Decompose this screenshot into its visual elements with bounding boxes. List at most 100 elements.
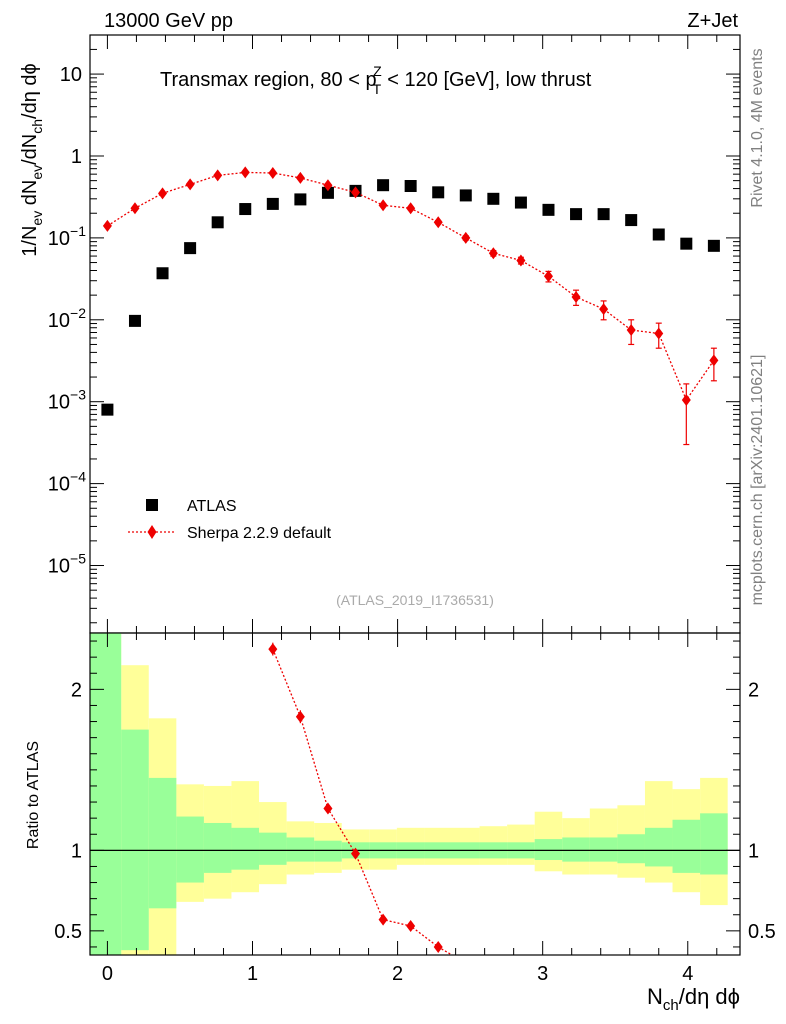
atlas-data-point [128,314,141,327]
x-axis-label: Nch/dη dϕ [647,984,740,1014]
legend-marker-atlas [146,499,158,511]
title-pt-sub: T [373,81,382,97]
stat-band-bin [562,837,590,862]
main-plot-frame [89,34,741,634]
sherpa-data-point [185,178,195,191]
main-panel: 10 1 10−1 10−2 10−3 10−4 10−5 Transmax region,… [19,34,741,634]
sherpa-data-point [213,169,223,182]
header-right-label: Z+Jet [687,10,738,32]
legend-label-atlas: ATLAS [187,498,237,515]
atlas-data-point [239,203,252,216]
sherpa-data-point [406,202,416,215]
atlas-data-point [432,186,445,199]
atlas-data-point [294,193,307,206]
main-y-tick-label: 10−2 [48,305,86,332]
sherpa-data-point [323,179,333,192]
stat-band-bin [148,777,177,909]
rivet-label: Rivet 4.1.0, 4M events [749,48,766,207]
legend-label-sherpa: Sherpa 2.2.9 default [187,525,332,542]
sherpa-data-point [599,303,609,316]
atlas-data-point [266,197,279,210]
atlas-data-point [459,189,472,202]
stat-band-bin [589,837,618,862]
atlas-data-point [625,214,638,227]
atlas-data-point [487,192,500,205]
main-y-tick-label: 10−1 [48,223,86,250]
atlas-data-point [101,403,114,416]
atlas-data-point [404,180,417,193]
stat-band-bin [534,839,563,861]
ratio-uncertainty-bands [90,633,728,955]
ratio-y-tick-label-right: 0.5 [748,921,776,943]
ratio-y-tick-label-right: 2 [748,679,759,701]
main-axis-ticks: 10 1 10−1 10−2 10−3 10−4 10−5 [48,34,740,633]
sherpa-data-point [681,393,691,406]
main-y-tick-label: 10−4 [48,469,86,496]
stat-band-bin [700,813,728,875]
sherpa-data-point [240,166,250,179]
x-tick-label: 0 [102,963,113,985]
x-tick-label: 1 [247,963,258,985]
stat-band-bin [259,832,287,865]
sherpa-data-point [351,186,361,199]
ratio-sherpa-point [351,847,361,860]
sherpa-data-point [571,290,581,303]
atlas-data-point [652,228,665,241]
ratio-panel: 0 1 2 3 4 0.5 0.5 1 1 2 2 Ratio to ATLAS Nch/dη dϕ [25,632,776,1014]
main-y-axis-label: 1/Nev dNev/dNch/dη dϕ [19,63,45,256]
atlas-data-point [156,267,169,280]
sherpa-data-point [130,202,140,215]
x-tick-label: 2 [392,963,403,985]
atlas-data-point [514,196,527,209]
ratio-axis-ticks: 0 1 2 3 4 0.5 0.5 1 1 2 2 [54,633,776,985]
sherpa-data-point [268,166,278,179]
sherpa-data-point [158,187,168,200]
main-y-tick-label: 1 [71,146,82,168]
sherpa-data-point [543,270,553,283]
ratio-y-tick-label-left: 2 [71,679,82,701]
atlas-data-point [321,186,334,199]
analysis-watermark: (ATLAS_2019_I1736531) [336,592,494,608]
ratio-data-series [268,642,454,955]
x-tick-label: 4 [682,963,693,985]
ratio-sherpa-point [433,940,443,953]
mcplots-label: mcplots.cern.ch [arXiv:2401.10621] [749,355,766,606]
sherpa-data-point [378,199,388,212]
title-pt-sup: Z [373,63,382,79]
main-plot-title: Transmax region, 80 < pTZ < 120 [GeV], l… [160,63,592,97]
sherpa-data-point [102,219,112,232]
stat-band-bin [286,837,315,862]
atlas-data-point [707,239,720,252]
ratio-sherpa-point [406,920,416,933]
stat-band-bin [231,827,260,870]
stat-band-bin [121,729,149,951]
ratio-y-tick-label-right: 1 [748,840,759,862]
stat-band-bin [644,827,673,867]
main-y-tick-label: 10 [60,64,82,86]
ratio-sherpa-point [378,913,388,926]
ratio-sherpa-line [272,648,454,955]
legend-marker-sherpa [147,525,157,539]
ratio-y-tick-label-left: 1 [71,840,82,862]
sherpa-data-point [709,354,719,367]
main-y-tick-label: 10−5 [48,551,86,578]
atlas-data-point [570,208,583,221]
ratio-sherpa-group [268,642,454,955]
ratio-y-tick-label-left: 0.5 [54,921,82,943]
atlas-data-point [211,216,224,229]
sherpa-data-point [654,327,664,340]
sherpa-data-point [295,171,305,184]
atlas-data-point [184,242,197,255]
header-left-label: 13000 GeV pp [104,10,233,32]
main-data-series [101,166,720,446]
ratio-sherpa-point [295,710,305,723]
legend: ATLAS Sherpa 2.2.9 default [128,498,332,542]
sherpa-data-point [516,254,526,267]
sherpa-data-point [626,324,636,337]
stat-band-bin [203,822,232,873]
atlas-data-point [377,179,390,192]
stat-band-bin [314,840,342,862]
x-tick-label: 3 [537,963,548,985]
atlas-data-point [680,237,693,250]
